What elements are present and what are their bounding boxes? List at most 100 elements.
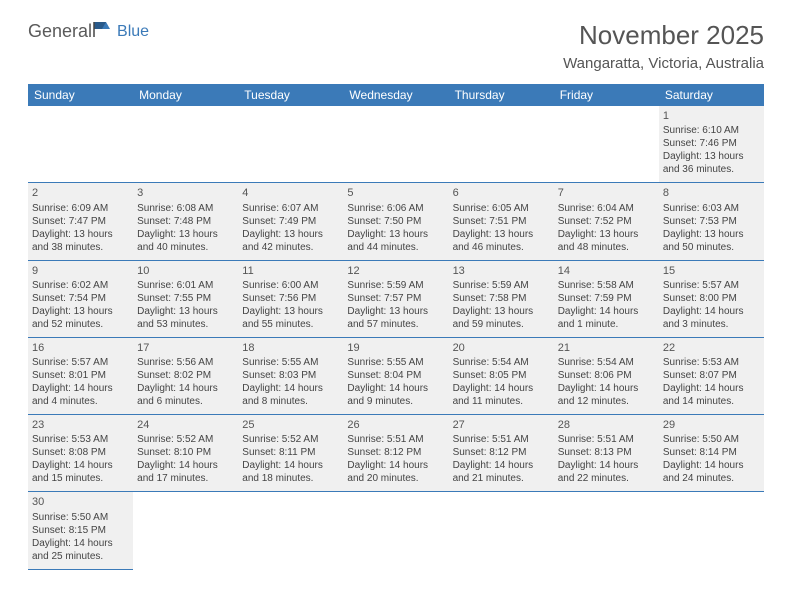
sunset-text: Sunset: 7:49 PM [242, 215, 339, 228]
day-cell: 30Sunrise: 5:50 AMSunset: 8:15 PMDayligh… [28, 492, 133, 569]
day-number: 9 [32, 264, 129, 278]
daylight-text: Daylight: 13 hours and 46 minutes. [453, 228, 550, 254]
sunrise-text: Sunrise: 6:02 AM [32, 279, 129, 292]
sunset-text: Sunset: 7:46 PM [663, 137, 760, 150]
title-block: November 2025 Wangaratta, Victoria, Aust… [563, 20, 764, 72]
day-cell: 17Sunrise: 5:56 AMSunset: 8:02 PMDayligh… [133, 337, 238, 414]
sunrise-text: Sunrise: 5:56 AM [137, 356, 234, 369]
day-cell: 8Sunrise: 6:03 AMSunset: 7:53 PMDaylight… [659, 183, 764, 260]
sunrise-text: Sunrise: 6:09 AM [32, 202, 129, 215]
day-number: 14 [558, 264, 655, 278]
location: Wangaratta, Victoria, Australia [563, 55, 764, 72]
weekday-header: Sunday [28, 84, 133, 106]
day-number: 6 [453, 186, 550, 200]
day-cell: 10Sunrise: 6:01 AMSunset: 7:55 PMDayligh… [133, 260, 238, 337]
day-cell: 27Sunrise: 5:51 AMSunset: 8:12 PMDayligh… [449, 415, 554, 492]
day-number: 16 [32, 341, 129, 355]
day-cell: 5Sunrise: 6:06 AMSunset: 7:50 PMDaylight… [343, 183, 448, 260]
day-cell: 28Sunrise: 5:51 AMSunset: 8:13 PMDayligh… [554, 415, 659, 492]
daylight-text: Daylight: 14 hours and 14 minutes. [663, 382, 760, 408]
day-number: 30 [32, 495, 129, 509]
daylight-text: Daylight: 13 hours and 44 minutes. [347, 228, 444, 254]
sunrise-text: Sunrise: 5:51 AM [347, 433, 444, 446]
sunrise-text: Sunrise: 6:04 AM [558, 202, 655, 215]
sunset-text: Sunset: 7:55 PM [137, 292, 234, 305]
sunset-text: Sunset: 7:47 PM [32, 215, 129, 228]
sunset-text: Sunset: 8:13 PM [558, 446, 655, 459]
day-cell [554, 106, 659, 183]
sunrise-text: Sunrise: 6:01 AM [137, 279, 234, 292]
sunset-text: Sunset: 8:02 PM [137, 369, 234, 382]
day-number: 20 [453, 341, 550, 355]
sunset-text: Sunset: 7:56 PM [242, 292, 339, 305]
sunset-text: Sunset: 8:12 PM [347, 446, 444, 459]
day-cell: 2 Sunrise: 6:09 AMSunset: 7:47 PMDaylight… [28, 183, 133, 260]
day-cell [28, 106, 133, 183]
day-cell: 25Sunrise: 5:52 AMSunset: 8:11 PMDayligh… [238, 415, 343, 492]
daylight-text: Daylight: 14 hours and 9 minutes. [347, 382, 444, 408]
day-cell: 21Sunrise: 5:54 AMSunset: 8:06 PMDayligh… [554, 337, 659, 414]
sunset-text: Sunset: 8:10 PM [137, 446, 234, 459]
sunset-text: Sunset: 8:11 PM [242, 446, 339, 459]
calendar-row: 9Sunrise: 6:02 AMSunset: 7:54 PMDaylight… [28, 260, 764, 337]
day-number: 3 [137, 186, 234, 200]
daylight-text: Daylight: 13 hours and 53 minutes. [137, 305, 234, 331]
day-number: 5 [347, 186, 444, 200]
daylight-text: Daylight: 14 hours and 8 minutes. [242, 382, 339, 408]
daylight-text: Daylight: 14 hours and 6 minutes. [137, 382, 234, 408]
day-cell: 15Sunrise: 5:57 AMSunset: 8:00 PMDayligh… [659, 260, 764, 337]
weekday-header: Saturday [659, 84, 764, 106]
daylight-text: Daylight: 14 hours and 4 minutes. [32, 382, 129, 408]
daylight-text: Daylight: 14 hours and 17 minutes. [137, 459, 234, 485]
sunset-text: Sunset: 8:05 PM [453, 369, 550, 382]
sunrise-text: Sunrise: 5:52 AM [242, 433, 339, 446]
day-number: 10 [137, 264, 234, 278]
month-title: November 2025 [563, 20, 764, 51]
day-number: 13 [453, 264, 550, 278]
calendar-row: 23Sunrise: 5:53 AMSunset: 8:08 PMDayligh… [28, 415, 764, 492]
sunrise-text: Sunrise: 6:10 AM [663, 124, 760, 137]
day-number: 22 [663, 341, 760, 355]
day-cell: 24Sunrise: 5:52 AMSunset: 8:10 PMDayligh… [133, 415, 238, 492]
sunrise-text: Sunrise: 5:51 AM [453, 433, 550, 446]
daylight-text: Daylight: 13 hours and 50 minutes. [663, 228, 760, 254]
calendar-body: 1Sunrise: 6:10 AMSunset: 7:46 PM Daylight… [28, 106, 764, 569]
day-number: 1 [663, 109, 760, 123]
logo-text-general: General [28, 21, 92, 42]
daylight-text: Daylight: 14 hours and 21 minutes. [453, 459, 550, 485]
sunrise-text: Sunrise: 6:06 AM [347, 202, 444, 215]
day-cell: 4Sunrise: 6:07 AMSunset: 7:49 PMDaylight… [238, 183, 343, 260]
day-number: 2 [32, 186, 129, 200]
day-cell: 29Sunrise: 5:50 AMSunset: 8:14 PMDayligh… [659, 415, 764, 492]
sunrise-text: Sunrise: 6:05 AM [453, 202, 550, 215]
sunrise-text: Sunrise: 6:00 AM [242, 279, 339, 292]
day-cell: 1Sunrise: 6:10 AMSunset: 7:46 PMDaylight… [659, 106, 764, 183]
daylight-text: Daylight: 14 hours and 1 minute. [558, 305, 655, 331]
calendar-table: Sunday Monday Tuesday Wednesday Thursday… [28, 84, 764, 570]
sunset-text: Sunset: 7:59 PM [558, 292, 655, 305]
daylight-text: Daylight: 14 hours and 15 minutes. [32, 459, 129, 485]
sunrise-text: Sunrise: 5:59 AM [453, 279, 550, 292]
day-cell [238, 492, 343, 569]
daylight-text: Daylight: 13 hours and 48 minutes. [558, 228, 655, 254]
day-number: 4 [242, 186, 339, 200]
sunrise-text: Sunrise: 5:53 AM [663, 356, 760, 369]
calendar-row: 2Sunrise: 6:09 AMSunset: 7:47 PMDaylight… [28, 183, 764, 260]
day-number: 25 [242, 418, 339, 432]
daylight-text: Daylight: 13 hours and 55 minutes. [242, 305, 339, 331]
sunrise-text: Sunrise: 5:57 AM [663, 279, 760, 292]
sunrise-text: Sunrise: 5:52 AM [137, 433, 234, 446]
day-cell [343, 106, 448, 183]
logo-text-blue: Blue [117, 23, 149, 41]
flag-icon [92, 20, 114, 43]
calendar-row: 1Sunrise: 6:10 AMSunset: 7:46 PMDaylight… [28, 106, 764, 183]
calendar-row: 30Sunrise: 5:50 AMSunset: 8:15 PMDayligh… [28, 492, 764, 569]
sunrise-text: Sunrise: 6:03 AM [663, 202, 760, 215]
daylight-text: Daylight: 14 hours and 20 minutes. [347, 459, 444, 485]
weekday-header-row: Sunday Monday Tuesday Wednesday Thursday… [28, 84, 764, 106]
weekday-header: Monday [133, 84, 238, 106]
sunrise-text: Sunrise: 5:59 AM [347, 279, 444, 292]
sunset-text: Sunset: 7:53 PM [663, 215, 760, 228]
daylight-text: Daylight: 13 hours and 38 minutes. [32, 228, 129, 254]
daylight-text: Daylight: 14 hours and 24 minutes. [663, 459, 760, 485]
